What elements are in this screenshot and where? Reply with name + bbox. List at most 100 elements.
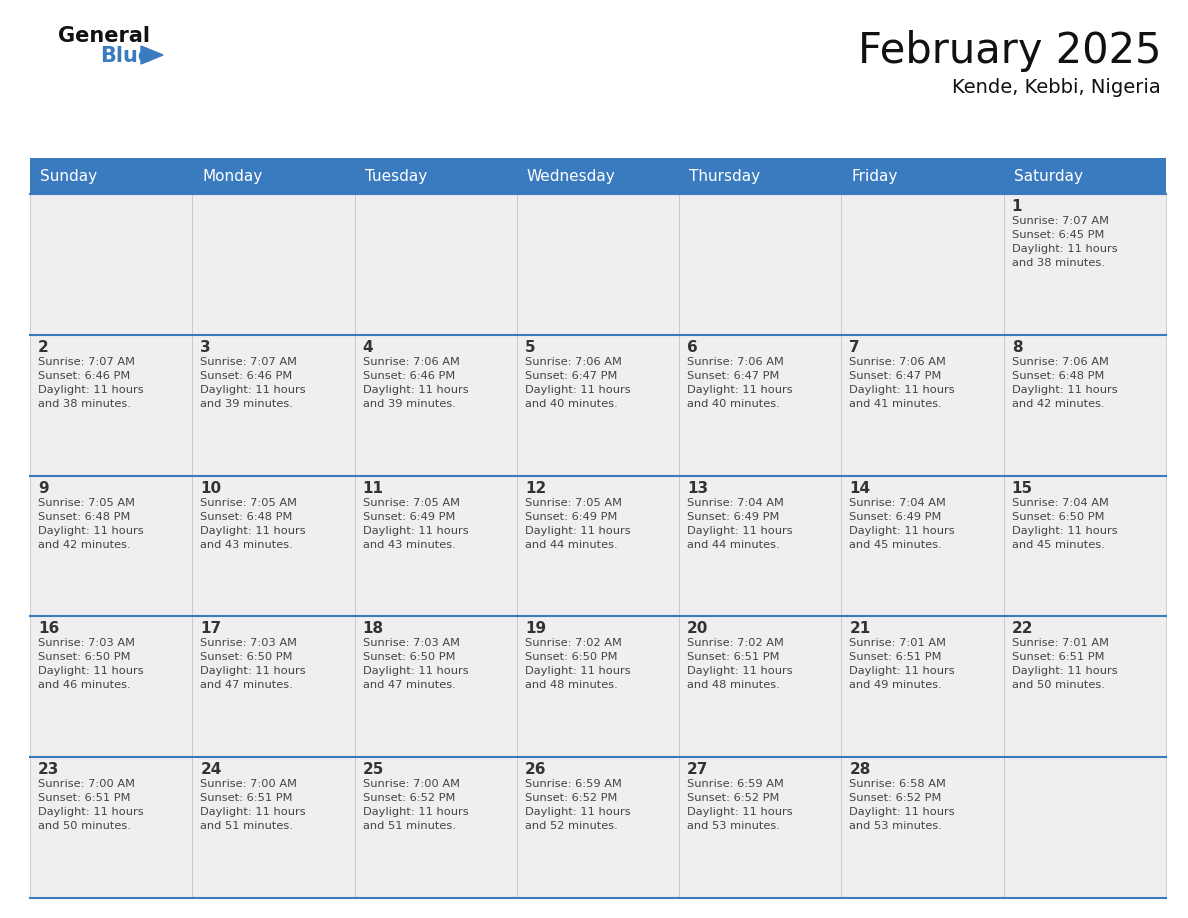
Bar bbox=[354, 194, 517, 335]
Text: 1: 1 bbox=[1012, 199, 1022, 214]
Text: 16: 16 bbox=[38, 621, 59, 636]
Bar bbox=[517, 476, 680, 616]
Text: 28: 28 bbox=[849, 762, 871, 778]
Text: Sunrise: 7:07 AM
Sunset: 6:46 PM
Daylight: 11 hours
and 39 minutes.: Sunrise: 7:07 AM Sunset: 6:46 PM Dayligh… bbox=[201, 357, 307, 409]
Text: 15: 15 bbox=[1012, 481, 1032, 496]
Text: Sunrise: 7:00 AM
Sunset: 6:52 PM
Daylight: 11 hours
and 51 minutes.: Sunrise: 7:00 AM Sunset: 6:52 PM Dayligh… bbox=[362, 779, 468, 831]
Bar bbox=[30, 158, 192, 194]
Bar bbox=[1004, 335, 1165, 476]
Bar bbox=[1004, 194, 1165, 335]
Text: February 2025: February 2025 bbox=[858, 30, 1161, 72]
Bar bbox=[30, 616, 192, 757]
Bar bbox=[1004, 757, 1165, 898]
Text: Sunrise: 7:01 AM
Sunset: 6:51 PM
Daylight: 11 hours
and 49 minutes.: Sunrise: 7:01 AM Sunset: 6:51 PM Dayligh… bbox=[849, 638, 955, 690]
Bar bbox=[680, 158, 841, 194]
Bar bbox=[192, 476, 354, 616]
Bar bbox=[517, 616, 680, 757]
Text: Sunrise: 7:05 AM
Sunset: 6:48 PM
Daylight: 11 hours
and 42 minutes.: Sunrise: 7:05 AM Sunset: 6:48 PM Dayligh… bbox=[38, 498, 144, 550]
Text: Monday: Monday bbox=[202, 169, 263, 184]
Text: 12: 12 bbox=[525, 481, 546, 496]
Bar bbox=[30, 335, 192, 476]
Text: 9: 9 bbox=[38, 481, 49, 496]
Text: 6: 6 bbox=[687, 340, 697, 354]
Text: 19: 19 bbox=[525, 621, 546, 636]
Bar bbox=[680, 194, 841, 335]
Text: Sunrise: 7:03 AM
Sunset: 6:50 PM
Daylight: 11 hours
and 47 minutes.: Sunrise: 7:03 AM Sunset: 6:50 PM Dayligh… bbox=[362, 638, 468, 690]
Bar bbox=[841, 194, 1004, 335]
Text: 11: 11 bbox=[362, 481, 384, 496]
Text: 18: 18 bbox=[362, 621, 384, 636]
Text: Sunrise: 7:06 AM
Sunset: 6:47 PM
Daylight: 11 hours
and 40 minutes.: Sunrise: 7:06 AM Sunset: 6:47 PM Dayligh… bbox=[525, 357, 631, 409]
Bar bbox=[841, 616, 1004, 757]
Bar bbox=[841, 335, 1004, 476]
Text: 17: 17 bbox=[201, 621, 221, 636]
Text: Friday: Friday bbox=[852, 169, 898, 184]
Bar bbox=[680, 476, 841, 616]
Bar bbox=[680, 616, 841, 757]
Text: Sunrise: 6:59 AM
Sunset: 6:52 PM
Daylight: 11 hours
and 53 minutes.: Sunrise: 6:59 AM Sunset: 6:52 PM Dayligh… bbox=[687, 779, 792, 831]
Text: General: General bbox=[58, 26, 150, 46]
Text: Kende, Kebbi, Nigeria: Kende, Kebbi, Nigeria bbox=[953, 78, 1161, 97]
Bar bbox=[680, 757, 841, 898]
Bar bbox=[841, 757, 1004, 898]
Text: Sunrise: 7:00 AM
Sunset: 6:51 PM
Daylight: 11 hours
and 51 minutes.: Sunrise: 7:00 AM Sunset: 6:51 PM Dayligh… bbox=[201, 779, 307, 831]
Bar bbox=[1004, 616, 1165, 757]
Text: 5: 5 bbox=[525, 340, 536, 354]
Polygon shape bbox=[141, 46, 163, 64]
Text: 7: 7 bbox=[849, 340, 860, 354]
Text: Wednesday: Wednesday bbox=[526, 169, 615, 184]
Bar bbox=[517, 194, 680, 335]
Text: Sunrise: 7:06 AM
Sunset: 6:47 PM
Daylight: 11 hours
and 40 minutes.: Sunrise: 7:06 AM Sunset: 6:47 PM Dayligh… bbox=[687, 357, 792, 409]
Text: Sunrise: 7:02 AM
Sunset: 6:50 PM
Daylight: 11 hours
and 48 minutes.: Sunrise: 7:02 AM Sunset: 6:50 PM Dayligh… bbox=[525, 638, 631, 690]
Bar bbox=[30, 757, 192, 898]
Text: 2: 2 bbox=[38, 340, 49, 354]
Text: 22: 22 bbox=[1012, 621, 1034, 636]
Text: Sunrise: 7:04 AM
Sunset: 6:49 PM
Daylight: 11 hours
and 44 minutes.: Sunrise: 7:04 AM Sunset: 6:49 PM Dayligh… bbox=[687, 498, 792, 550]
Bar bbox=[1004, 476, 1165, 616]
Bar bbox=[192, 158, 354, 194]
Text: 27: 27 bbox=[687, 762, 708, 778]
Text: 4: 4 bbox=[362, 340, 373, 354]
Text: Sunrise: 7:07 AM
Sunset: 6:45 PM
Daylight: 11 hours
and 38 minutes.: Sunrise: 7:07 AM Sunset: 6:45 PM Dayligh… bbox=[1012, 216, 1118, 268]
Text: Sunrise: 7:04 AM
Sunset: 6:50 PM
Daylight: 11 hours
and 45 minutes.: Sunrise: 7:04 AM Sunset: 6:50 PM Dayligh… bbox=[1012, 498, 1118, 550]
Bar bbox=[192, 757, 354, 898]
Text: Sunrise: 7:06 AM
Sunset: 6:47 PM
Daylight: 11 hours
and 41 minutes.: Sunrise: 7:06 AM Sunset: 6:47 PM Dayligh… bbox=[849, 357, 955, 409]
Text: Sunrise: 6:58 AM
Sunset: 6:52 PM
Daylight: 11 hours
and 53 minutes.: Sunrise: 6:58 AM Sunset: 6:52 PM Dayligh… bbox=[849, 779, 955, 831]
Bar bbox=[1004, 158, 1165, 194]
Text: 23: 23 bbox=[38, 762, 59, 778]
Bar bbox=[354, 158, 517, 194]
Bar bbox=[192, 616, 354, 757]
Bar bbox=[354, 335, 517, 476]
Text: Tuesday: Tuesday bbox=[365, 169, 426, 184]
Text: Sunrise: 7:06 AM
Sunset: 6:48 PM
Daylight: 11 hours
and 42 minutes.: Sunrise: 7:06 AM Sunset: 6:48 PM Dayligh… bbox=[1012, 357, 1118, 409]
Bar bbox=[192, 194, 354, 335]
Text: 20: 20 bbox=[687, 621, 708, 636]
Bar bbox=[30, 194, 192, 335]
Bar bbox=[517, 757, 680, 898]
Text: 21: 21 bbox=[849, 621, 871, 636]
Text: Blue: Blue bbox=[100, 46, 152, 66]
Text: 24: 24 bbox=[201, 762, 222, 778]
Text: Sunrise: 6:59 AM
Sunset: 6:52 PM
Daylight: 11 hours
and 52 minutes.: Sunrise: 6:59 AM Sunset: 6:52 PM Dayligh… bbox=[525, 779, 631, 831]
Text: 25: 25 bbox=[362, 762, 384, 778]
Bar bbox=[192, 335, 354, 476]
Text: Sunrise: 7:01 AM
Sunset: 6:51 PM
Daylight: 11 hours
and 50 minutes.: Sunrise: 7:01 AM Sunset: 6:51 PM Dayligh… bbox=[1012, 638, 1118, 690]
Bar bbox=[354, 616, 517, 757]
Text: 14: 14 bbox=[849, 481, 871, 496]
Text: Sunrise: 7:05 AM
Sunset: 6:49 PM
Daylight: 11 hours
and 44 minutes.: Sunrise: 7:05 AM Sunset: 6:49 PM Dayligh… bbox=[525, 498, 631, 550]
Text: Sunrise: 7:05 AM
Sunset: 6:49 PM
Daylight: 11 hours
and 43 minutes.: Sunrise: 7:05 AM Sunset: 6:49 PM Dayligh… bbox=[362, 498, 468, 550]
Text: Thursday: Thursday bbox=[689, 169, 760, 184]
Text: Sunrise: 7:04 AM
Sunset: 6:49 PM
Daylight: 11 hours
and 45 minutes.: Sunrise: 7:04 AM Sunset: 6:49 PM Dayligh… bbox=[849, 498, 955, 550]
Bar bbox=[517, 158, 680, 194]
Text: Sunrise: 7:07 AM
Sunset: 6:46 PM
Daylight: 11 hours
and 38 minutes.: Sunrise: 7:07 AM Sunset: 6:46 PM Dayligh… bbox=[38, 357, 144, 409]
Bar bbox=[680, 335, 841, 476]
Bar bbox=[841, 158, 1004, 194]
Text: Sunday: Sunday bbox=[40, 169, 97, 184]
Text: Sunrise: 7:00 AM
Sunset: 6:51 PM
Daylight: 11 hours
and 50 minutes.: Sunrise: 7:00 AM Sunset: 6:51 PM Dayligh… bbox=[38, 779, 144, 831]
Bar bbox=[517, 335, 680, 476]
Text: Saturday: Saturday bbox=[1013, 169, 1082, 184]
Bar bbox=[30, 476, 192, 616]
Text: 10: 10 bbox=[201, 481, 221, 496]
Text: 13: 13 bbox=[687, 481, 708, 496]
Bar bbox=[841, 476, 1004, 616]
